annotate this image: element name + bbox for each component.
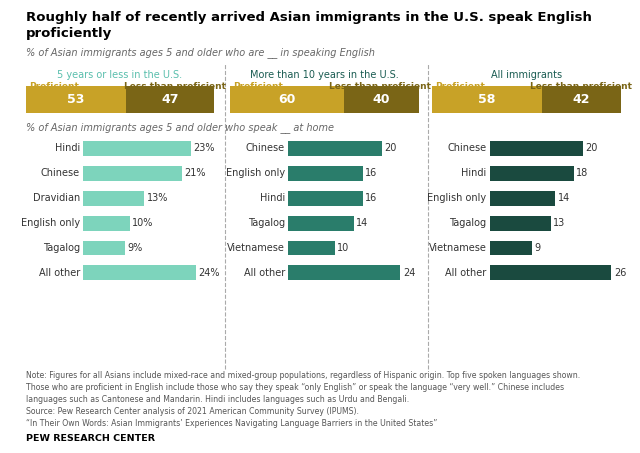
Text: Less than proficient: Less than proficient xyxy=(328,82,431,91)
Text: languages such as Cantonese and Mandarin. Hindi includes languages such as Urdu : languages such as Cantonese and Mandarin… xyxy=(26,395,409,404)
Bar xyxy=(83,141,191,156)
Text: 14: 14 xyxy=(356,218,368,228)
Text: Vietnamese: Vietnamese xyxy=(429,243,486,253)
Text: 20: 20 xyxy=(384,143,396,154)
Bar xyxy=(490,216,550,231)
Text: 47: 47 xyxy=(161,93,179,106)
Text: 42: 42 xyxy=(572,93,590,106)
Text: 10: 10 xyxy=(337,243,349,253)
Text: 16: 16 xyxy=(365,193,378,203)
Text: Note: Figures for all Asians include mixed-race and mixed-group populations, reg: Note: Figures for all Asians include mix… xyxy=(26,371,580,381)
Text: PEW RESEARCH CENTER: PEW RESEARCH CENTER xyxy=(26,434,155,443)
Bar xyxy=(541,86,621,113)
Text: Chinese: Chinese xyxy=(447,143,486,154)
Text: 13: 13 xyxy=(553,218,565,228)
Text: Less than proficient: Less than proficient xyxy=(124,82,226,91)
Text: 13%: 13% xyxy=(147,193,168,203)
Text: Hindi: Hindi xyxy=(260,193,285,203)
Text: Tagalog: Tagalog xyxy=(43,243,80,253)
Bar xyxy=(490,241,532,255)
Text: 14: 14 xyxy=(557,193,570,203)
Bar xyxy=(432,86,541,113)
Bar xyxy=(288,216,353,231)
Text: Dravidian: Dravidian xyxy=(33,193,80,203)
Text: Hindi: Hindi xyxy=(461,168,486,178)
Text: Those who are proficient in English include those who say they speak “only Engli: Those who are proficient in English incl… xyxy=(26,383,564,392)
Text: 9: 9 xyxy=(534,243,540,253)
Text: 23%: 23% xyxy=(193,143,215,154)
Text: 53: 53 xyxy=(67,93,84,106)
Bar xyxy=(230,86,344,113)
Text: Chinese: Chinese xyxy=(41,168,80,178)
Text: Less than proficient: Less than proficient xyxy=(530,82,632,91)
Bar xyxy=(490,265,611,280)
Bar xyxy=(125,86,214,113)
Text: English only: English only xyxy=(21,218,80,228)
Text: Source: Pew Research Center analysis of 2021 American Community Survey (IPUMS).: Source: Pew Research Center analysis of … xyxy=(26,407,358,416)
Text: 58: 58 xyxy=(478,93,495,106)
Text: 5 years or less in the U.S.: 5 years or less in the U.S. xyxy=(58,70,182,80)
Text: All other: All other xyxy=(244,268,285,278)
Text: Proficient: Proficient xyxy=(234,82,284,91)
Text: English only: English only xyxy=(428,193,486,203)
Text: 16: 16 xyxy=(365,168,378,178)
Text: 20: 20 xyxy=(586,143,598,154)
Bar xyxy=(83,191,144,206)
Text: All other: All other xyxy=(39,268,80,278)
Text: Tagalog: Tagalog xyxy=(449,218,486,228)
Text: 26: 26 xyxy=(614,268,626,278)
Bar xyxy=(288,241,335,255)
Text: All other: All other xyxy=(445,268,486,278)
Bar xyxy=(83,241,125,255)
Text: % of Asian immigrants ages 5 and older who speak __ at home: % of Asian immigrants ages 5 and older w… xyxy=(26,122,333,133)
Text: Hindi: Hindi xyxy=(55,143,80,154)
Bar xyxy=(83,265,196,280)
Bar xyxy=(288,141,381,156)
Text: All immigrants: All immigrants xyxy=(491,70,562,80)
Bar xyxy=(490,191,556,206)
Text: Roughly half of recently arrived Asian immigrants in the U.S. speak English: Roughly half of recently arrived Asian i… xyxy=(26,11,591,24)
Bar xyxy=(490,141,583,156)
Text: 60: 60 xyxy=(278,93,296,106)
Bar xyxy=(288,166,363,181)
Text: proficiently: proficiently xyxy=(26,27,112,40)
Text: 21%: 21% xyxy=(184,168,205,178)
Text: More than 10 years in the U.S.: More than 10 years in the U.S. xyxy=(250,70,399,80)
Text: Proficient: Proficient xyxy=(435,82,485,91)
Text: % of Asian immigrants ages 5 and older who are __ in speaking English: % of Asian immigrants ages 5 and older w… xyxy=(26,48,374,58)
Text: 18: 18 xyxy=(576,168,589,178)
Text: Vietnamese: Vietnamese xyxy=(227,243,285,253)
Bar xyxy=(83,216,130,231)
Text: 24%: 24% xyxy=(198,268,220,278)
Bar xyxy=(26,86,125,113)
Text: 40: 40 xyxy=(372,93,390,106)
Text: Tagalog: Tagalog xyxy=(248,218,285,228)
Text: English only: English only xyxy=(226,168,285,178)
Bar xyxy=(490,166,574,181)
Text: 24: 24 xyxy=(403,268,415,278)
Text: “In Their Own Words: Asian Immigrants’ Experiences Navigating Language Barriers : “In Their Own Words: Asian Immigrants’ E… xyxy=(26,419,437,428)
Text: 9%: 9% xyxy=(128,243,143,253)
Text: Proficient: Proficient xyxy=(29,82,79,91)
Text: 10%: 10% xyxy=(132,218,154,228)
Bar xyxy=(344,86,419,113)
Bar xyxy=(288,265,401,280)
Bar xyxy=(83,166,182,181)
Bar xyxy=(288,191,363,206)
Text: Chinese: Chinese xyxy=(246,143,285,154)
